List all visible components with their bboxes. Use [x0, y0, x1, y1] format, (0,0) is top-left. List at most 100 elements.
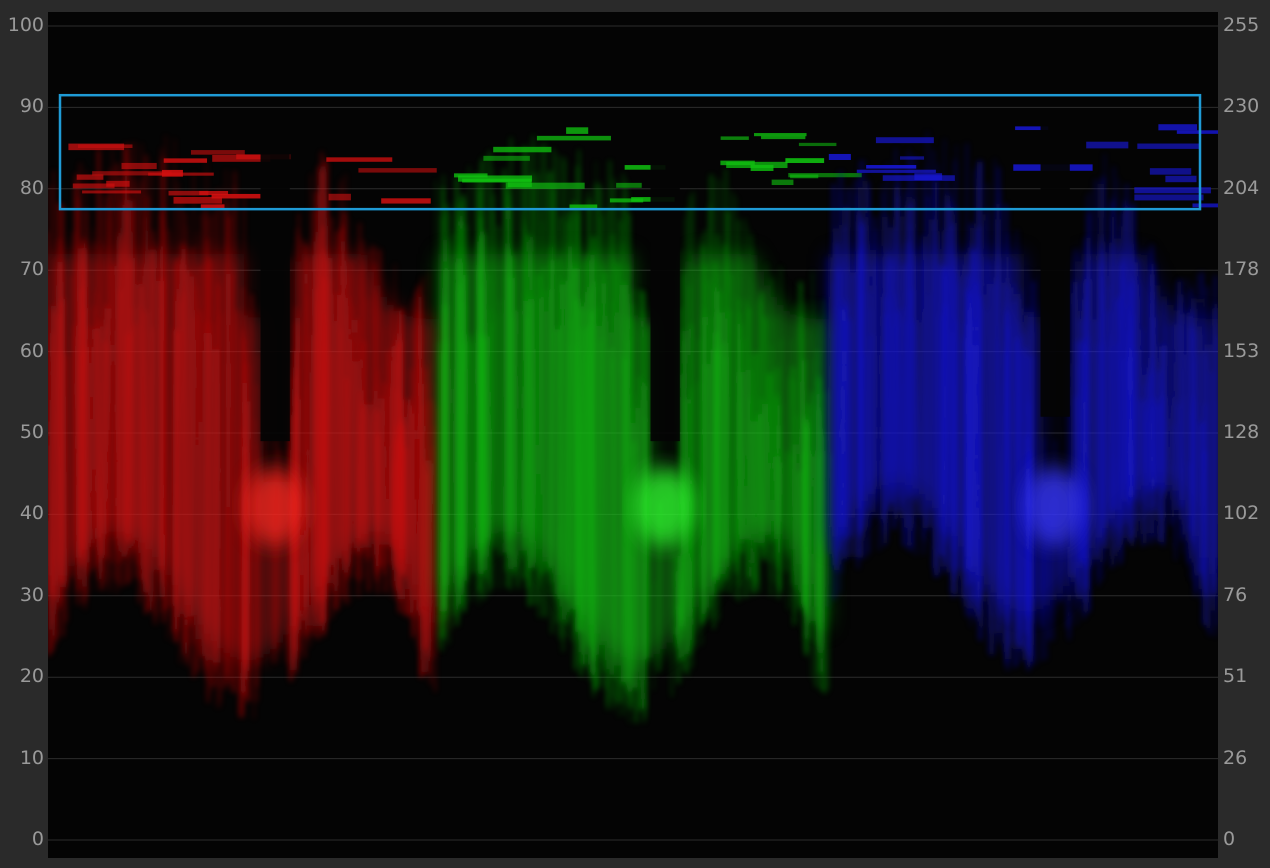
- trace-streak: [1075, 249, 1079, 626]
- trace-streak: [213, 211, 218, 687]
- trace-highlight-streak: [199, 190, 229, 196]
- trace-streak: [445, 306, 450, 645]
- trace-streak: [963, 264, 966, 592]
- trace-glow-band: [750, 254, 758, 535]
- trace-streak: [377, 249, 382, 567]
- trace-streak: [906, 196, 909, 551]
- trace-streak: [944, 178, 948, 544]
- trace-streak: [1186, 312, 1190, 563]
- trace-streak: [524, 316, 529, 580]
- trace-highlight-streak: [212, 154, 271, 162]
- trace-streak: [737, 298, 741, 600]
- trace-streak: [1003, 283, 1006, 619]
- trace-streak: [84, 169, 88, 548]
- trace-streak: [413, 291, 418, 600]
- trace-streak: [479, 339, 485, 576]
- trace-streak: [106, 195, 110, 535]
- trace-streak: [1107, 310, 1114, 513]
- trace-streak: [886, 216, 892, 503]
- trace-highlight-streak: [358, 168, 437, 173]
- trace-streak: [738, 324, 745, 540]
- trace-streak: [696, 381, 698, 633]
- trace-highlight-streak: [1015, 126, 1049, 131]
- trace-streak: [1174, 281, 1180, 511]
- trace-streak: [308, 173, 313, 647]
- trace-streak: [509, 275, 513, 569]
- trace-streak: [1133, 262, 1139, 500]
- trace-streak: [823, 391, 829, 694]
- trace-streak: [567, 221, 570, 612]
- trace-highlight-streak: [798, 142, 837, 147]
- trace-streak: [764, 315, 768, 535]
- trace-highlight-streak: [616, 182, 642, 188]
- trace-streak: [149, 230, 155, 611]
- trace-highlight-streak: [163, 158, 208, 163]
- trace-glow-band: [1166, 304, 1174, 486]
- trace-streak: [890, 256, 894, 496]
- trace-streak: [521, 293, 527, 549]
- trace-streak: [231, 271, 235, 693]
- left-axis-tick-label: 0: [31, 828, 44, 850]
- trace-streak: [975, 282, 982, 641]
- right-axis-tick-label: 178: [1223, 258, 1260, 281]
- right-axis-tick-label: 26: [1223, 746, 1248, 769]
- trace-glow-band: [795, 316, 803, 565]
- trace-streak: [364, 249, 370, 536]
- trace-streak: [722, 244, 725, 586]
- trace-streak: [161, 277, 168, 611]
- trace-streak: [1126, 207, 1133, 502]
- trace-streak: [743, 218, 749, 540]
- trace-streak: [827, 282, 833, 609]
- trace-highlight-streak: [566, 127, 589, 134]
- trace-streak: [488, 322, 493, 595]
- trace-streak: [1036, 270, 1040, 624]
- trace-highlight-streak: [720, 136, 749, 140]
- channel-trace-red: [44, 123, 439, 720]
- trace-highlight-streak: [72, 183, 115, 189]
- trace-streak: [485, 150, 492, 581]
- trace-streak: [875, 257, 881, 551]
- trace-highlight-streak: [754, 133, 807, 137]
- trace-streak: [1100, 293, 1105, 534]
- trace-highlight-streak: [624, 165, 666, 170]
- trace-streak: [748, 369, 752, 589]
- trace-streak: [111, 149, 117, 580]
- trace-streak: [1115, 238, 1120, 537]
- trace-streak: [172, 138, 176, 607]
- trace-streak: [801, 302, 804, 608]
- trace-streak: [584, 292, 590, 645]
- trace-streak: [434, 180, 439, 639]
- right-axis-tick-label: 0: [1223, 828, 1236, 850]
- trace-streak: [425, 471, 429, 656]
- trace-highlight-streak: [458, 175, 533, 182]
- trace-streak: [1018, 288, 1023, 625]
- trace-streak: [1076, 318, 1082, 593]
- trace-streak: [582, 260, 587, 668]
- trace-streak: [459, 290, 463, 595]
- trace-streak: [421, 384, 427, 677]
- right-axis-tick-label: 153: [1223, 339, 1260, 362]
- trace-streak: [1010, 256, 1012, 649]
- trace-streak: [442, 174, 446, 612]
- trace-glow-band: [282, 481, 290, 635]
- trace-streak: [429, 447, 434, 685]
- right-axis-tick-label: 204: [1223, 176, 1260, 199]
- trace-glow-band: [652, 481, 660, 655]
- trace-highlight-streak: [1165, 175, 1197, 183]
- trace-streak: [576, 212, 581, 633]
- trace-streak: [1011, 302, 1016, 668]
- trace-glow-band: [496, 253, 504, 532]
- trace-streak: [1059, 534, 1063, 601]
- trace-streak: [109, 169, 114, 562]
- trace-highlight-streak: [493, 146, 552, 153]
- trace-streak: [1214, 400, 1219, 587]
- trace-streak: [236, 310, 242, 718]
- trace-streak: [1204, 350, 1208, 596]
- trace-highlight-streak: [173, 196, 223, 204]
- trace-streak: [565, 280, 569, 600]
- trace-streak: [147, 250, 154, 611]
- trace-streak: [415, 382, 418, 649]
- trace-highlight-streak: [1086, 141, 1129, 149]
- trace-streak: [812, 450, 817, 645]
- trace-streak: [184, 212, 189, 667]
